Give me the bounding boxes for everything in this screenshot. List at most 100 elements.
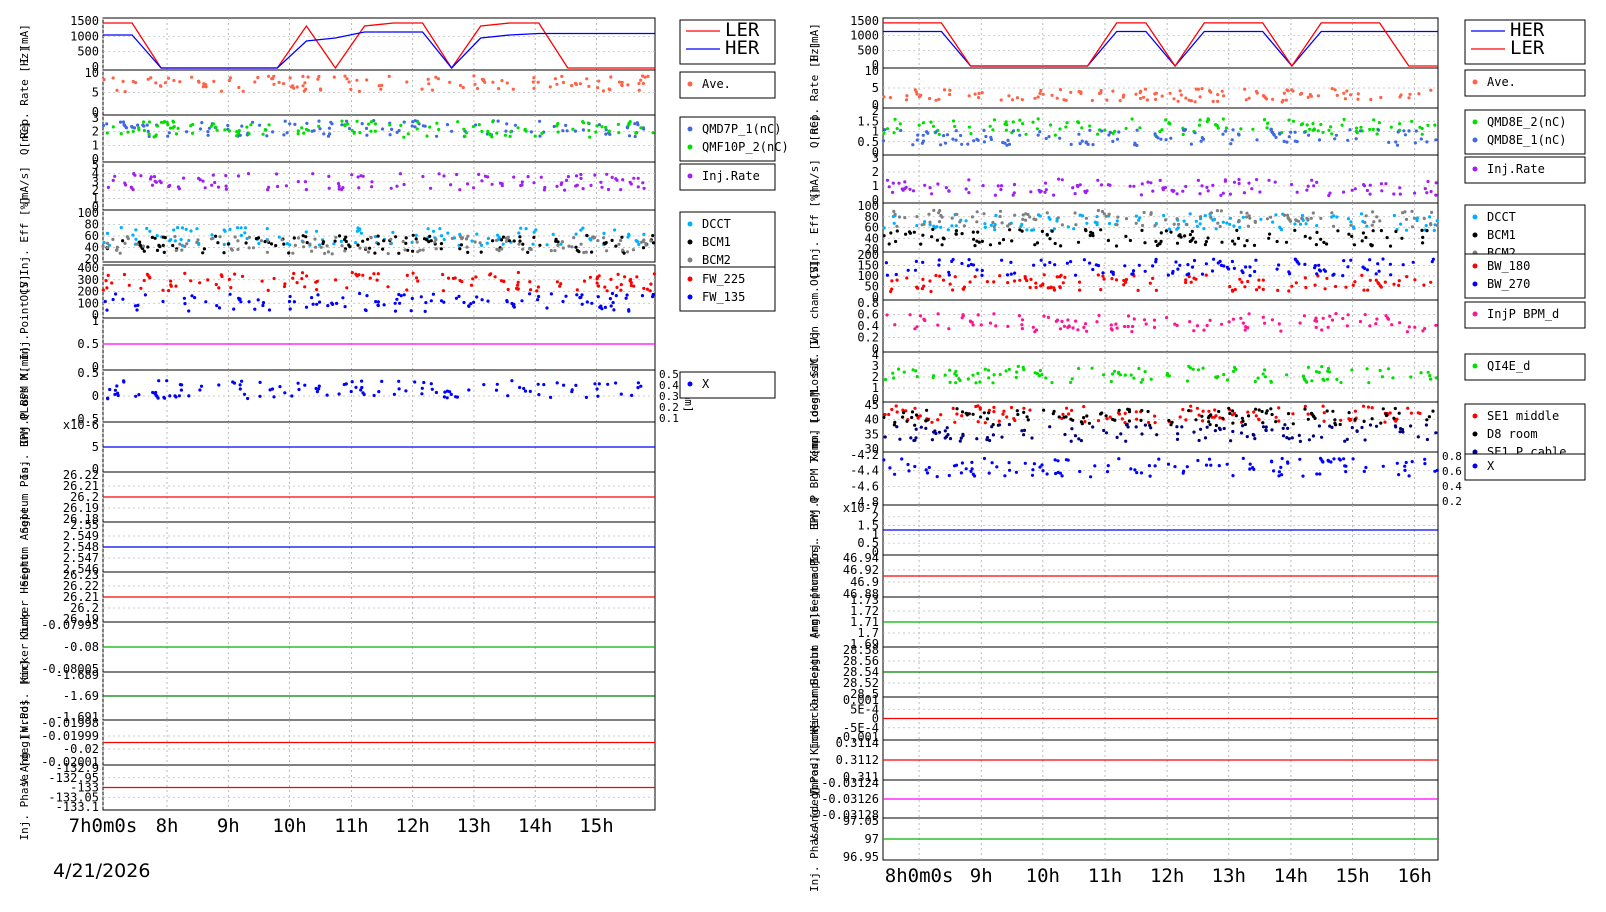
- data-point: [603, 242, 607, 246]
- data-point: [1404, 460, 1408, 465]
- series-points-0: [882, 87, 1433, 104]
- data-point: [1146, 409, 1150, 414]
- data-point: [1323, 287, 1327, 291]
- data-point: [967, 125, 971, 129]
- data-point: [446, 276, 451, 280]
- data-point: [122, 272, 127, 277]
- data-point: [470, 239, 474, 243]
- data-point: [224, 184, 228, 188]
- data-point: [304, 230, 308, 234]
- data-point: [1046, 315, 1050, 319]
- legend-entry: HER: [725, 37, 760, 59]
- data-point: [634, 131, 638, 135]
- data-point: [142, 249, 146, 253]
- data-point: [1341, 316, 1345, 321]
- data-point: [642, 186, 646, 190]
- data-point: [1290, 436, 1294, 440]
- data-point: [613, 228, 617, 232]
- data-point: [1111, 89, 1115, 93]
- legend-swatch: [1472, 232, 1478, 238]
- legend-entry: BW_180: [1487, 259, 1530, 273]
- data-point: [954, 129, 958, 133]
- data-point: [442, 237, 446, 242]
- data-point: [1237, 181, 1241, 186]
- data-point: [158, 84, 163, 88]
- data-point: [472, 74, 476, 78]
- data-point: [148, 229, 152, 233]
- data-point: [406, 132, 410, 136]
- data-point: [414, 233, 418, 237]
- data-point: [1222, 426, 1226, 431]
- data-point: [187, 238, 191, 243]
- data-point: [610, 175, 614, 179]
- data-point: [936, 312, 940, 316]
- data-point: [633, 122, 637, 126]
- data-point: [610, 238, 614, 242]
- data-point: [972, 139, 976, 143]
- y-tick-label: 5E-4: [850, 702, 879, 716]
- data-point: [595, 281, 599, 285]
- data-point: [1155, 243, 1159, 248]
- data-point: [430, 387, 434, 391]
- data-point: [317, 384, 321, 388]
- data-point: [584, 250, 588, 254]
- data-point: [1194, 277, 1198, 281]
- data-point: [310, 129, 314, 133]
- data-point: [1293, 130, 1297, 134]
- data-point: [897, 215, 902, 219]
- data-point: [1414, 129, 1418, 133]
- y-axis-label: Rep. Rate [Hz]: [18, 46, 31, 139]
- data-point: [564, 294, 568, 298]
- data-point: [1304, 222, 1308, 226]
- legend-entry: LER: [1510, 37, 1545, 59]
- data-point: [157, 243, 161, 247]
- data-point: [932, 208, 936, 212]
- data-point: [292, 236, 296, 240]
- data-point: [210, 233, 214, 237]
- data-point: [1102, 428, 1106, 433]
- data-point: [1176, 267, 1180, 271]
- data-point: [1282, 91, 1286, 95]
- data-point: [1006, 138, 1010, 142]
- data-point: [1314, 316, 1318, 320]
- data-point: [1423, 327, 1427, 331]
- data-point: [1311, 434, 1315, 438]
- data-point: [1140, 408, 1144, 413]
- data-point: [1265, 217, 1269, 221]
- data-point: [1368, 183, 1372, 187]
- data-point: [1142, 210, 1146, 215]
- data-point: [115, 248, 119, 252]
- data-point: [506, 287, 510, 292]
- data-point: [327, 174, 331, 178]
- data-point: [288, 307, 292, 311]
- data-point: [914, 369, 918, 373]
- series-points-0: [882, 117, 1437, 137]
- data-point: [1173, 322, 1177, 326]
- data-point: [1393, 406, 1397, 411]
- data-point: [1285, 436, 1289, 440]
- y-axis-label: Septum Angle [mrad]: [808, 559, 821, 685]
- data-point: [1335, 215, 1339, 219]
- data-point: [505, 299, 509, 303]
- data-point: [201, 251, 205, 255]
- data-point: [582, 121, 586, 125]
- data-point: [427, 240, 431, 244]
- y-axis-label: OCS: [808, 266, 821, 286]
- series-points-0: [106, 172, 646, 192]
- data-point: [929, 289, 933, 294]
- y-tick-label: 100: [857, 199, 879, 213]
- data-point: [1349, 220, 1353, 224]
- data-point: [532, 86, 536, 90]
- y-tick-label: 2: [872, 510, 879, 524]
- data-point: [1350, 188, 1354, 192]
- data-point: [409, 309, 413, 313]
- data-point: [1195, 324, 1199, 328]
- data-point: [1070, 427, 1074, 431]
- right-tick-label: 0.3: [659, 390, 679, 403]
- data-point: [891, 371, 895, 375]
- data-point: [921, 139, 926, 143]
- data-point: [1223, 178, 1227, 182]
- data-point: [1185, 223, 1189, 227]
- data-point: [1197, 413, 1201, 417]
